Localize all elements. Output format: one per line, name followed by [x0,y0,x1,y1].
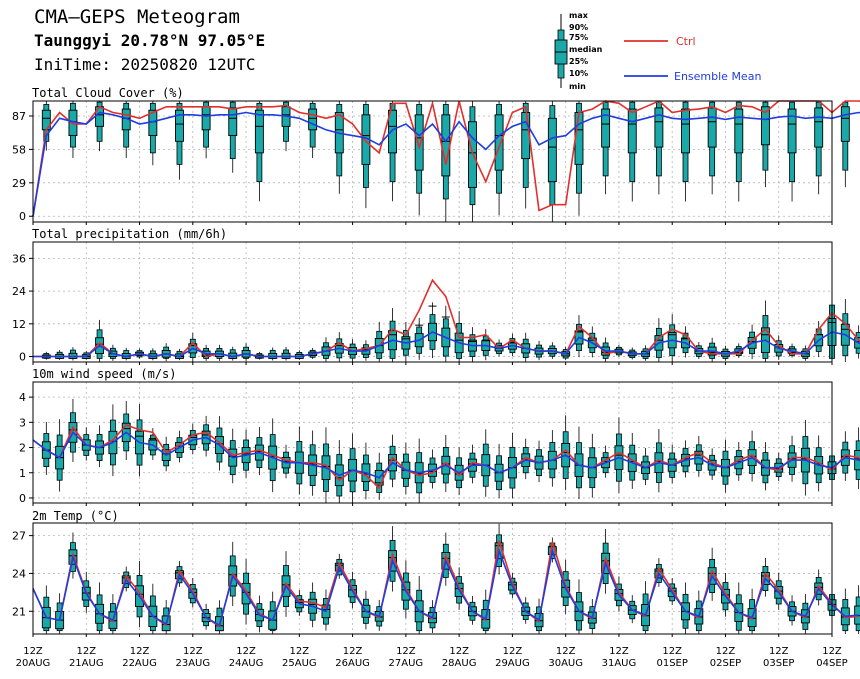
x-tick-label-hour: 12Z [822,646,842,657]
ctrl-series-line [32,423,860,490]
location-label: Taunggyi 20.78°N 97.05°E [34,31,266,50]
x-tick-label-date: 27AUG [389,658,424,669]
x-tick-label-hour: 12Z [769,646,789,657]
x-tick-label-date: 29AUG [495,658,530,669]
y-tick-label: 24 [12,285,26,298]
box-25-75 [814,107,824,148]
box-25-75 [254,109,264,154]
mean-series-line [32,111,860,217]
y-tick-label: 58 [12,143,26,156]
box-25-75 [201,106,211,131]
x-tick-label-hour: 12Z [609,646,629,657]
box-25-75 [547,117,557,183]
panel-title-precip: Total precipitation (mm/6h) [32,227,228,241]
box-25-75 [574,112,584,165]
box-25-75 [734,108,744,154]
y-tick-label: 1 [19,467,26,480]
box-25-75 [175,109,184,142]
legend-box-label: median [569,45,603,54]
box-25-75 [414,114,424,171]
box-25-75 [787,108,797,154]
x-tick-label-hour: 12Z [23,646,43,657]
box-25-75 [681,108,690,154]
y-tick-label: 2 [19,442,26,455]
x-tick-label-hour: 12Z [343,646,363,657]
x-tick-label-date: 28AUG [442,658,477,669]
x-tick-label-hour: 12Z [236,646,256,657]
y-tick-label: 36 [12,252,26,265]
x-tick-label-date: 25AUG [282,658,317,669]
x-tick-label-hour: 12Z [503,646,523,657]
x-tick-label-hour: 12Z [449,646,469,657]
box-25-75 [654,107,664,148]
legend-box-label: 75% [569,33,588,42]
y-tick-label: 4 [19,391,26,404]
x-tick-label-hour: 12Z [396,646,416,657]
x-tick-label-date: 21AUG [69,658,104,669]
mean-series-line [33,331,860,358]
init-time-label: IniTime: 20250820 12UTC [34,55,256,74]
x-tick-label-date: 31AUG [602,658,637,669]
panel-frame [32,241,833,363]
box-25-75 [627,108,637,154]
box-25-75 [228,107,238,137]
chart-title: CMA—GEPS Meteogram [34,6,240,28]
legend-box-label: min [569,82,586,91]
x-tick-label-date: 04SEP [816,658,847,669]
y-tick-label: 29 [12,177,26,190]
box-25-75 [840,106,850,142]
y-tick-label: 0 [19,210,26,223]
y-tick-label: 21 [12,605,26,618]
box-25-75 [388,109,397,154]
legend-box-label: 10% [569,69,588,78]
box-25-75 [707,107,717,148]
legend-ctrl-label: Ctrl [676,35,696,48]
box-25-75 [441,114,451,177]
y-tick-label: 24 [12,567,26,580]
panel-title-temp: 2m Temp (°C) [32,509,119,523]
x-tick-label-date: 24AUG [229,658,264,669]
x-tick-label-hour: 12Z [183,646,203,657]
panel-frame [32,522,833,635]
box-25-75 [308,108,318,131]
panel-title-cloud: Total Cloud Cover (%) [32,86,184,100]
x-tick-label-hour: 12Z [290,646,310,657]
box-25-75 [494,114,504,171]
box-25-75 [601,108,611,148]
x-tick-label-hour: 12Z [76,646,96,657]
y-tick-label: 3 [19,416,26,429]
panel-frame [32,100,833,223]
legend-box-label: max [569,11,589,20]
x-tick-label-date: 22AUG [122,658,157,669]
x-tick-label-date: 01SEP [656,658,687,669]
legend-box-label: 90% [569,23,588,32]
mean-series-line [32,547,859,627]
box-25-75 [760,106,770,146]
x-tick-label-date: 03SEP [763,658,794,669]
legend-box-label: 25% [569,57,588,66]
y-tick-label: 0 [19,351,26,364]
legend-mean-label: Ensemble Mean [674,70,761,83]
panel-title-wind: 10m wind speed (m/s) [32,367,177,381]
y-tick-label: 12 [12,318,26,331]
x-tick-label-date: 20AUG [16,658,51,669]
ctrl-series-line [32,100,860,217]
mean-series-line [32,431,860,479]
y-tick-label: 87 [12,110,26,123]
x-tick-label-hour: 12Z [130,646,150,657]
panel-frame [32,381,833,504]
y-tick-label: 0 [19,492,26,505]
x-tick-label-date: 30AUG [548,658,583,669]
x-tick-label-hour: 12Z [662,646,682,657]
y-tick-label: 27 [12,530,26,543]
box-25-75 [521,112,531,160]
x-tick-label-hour: 12Z [556,646,576,657]
x-tick-label-hour: 12Z [716,646,736,657]
x-tick-label-date: 23AUG [175,658,210,669]
x-tick-label-date: 26AUG [335,658,370,669]
x-tick-label-date: 02SEP [710,658,741,669]
